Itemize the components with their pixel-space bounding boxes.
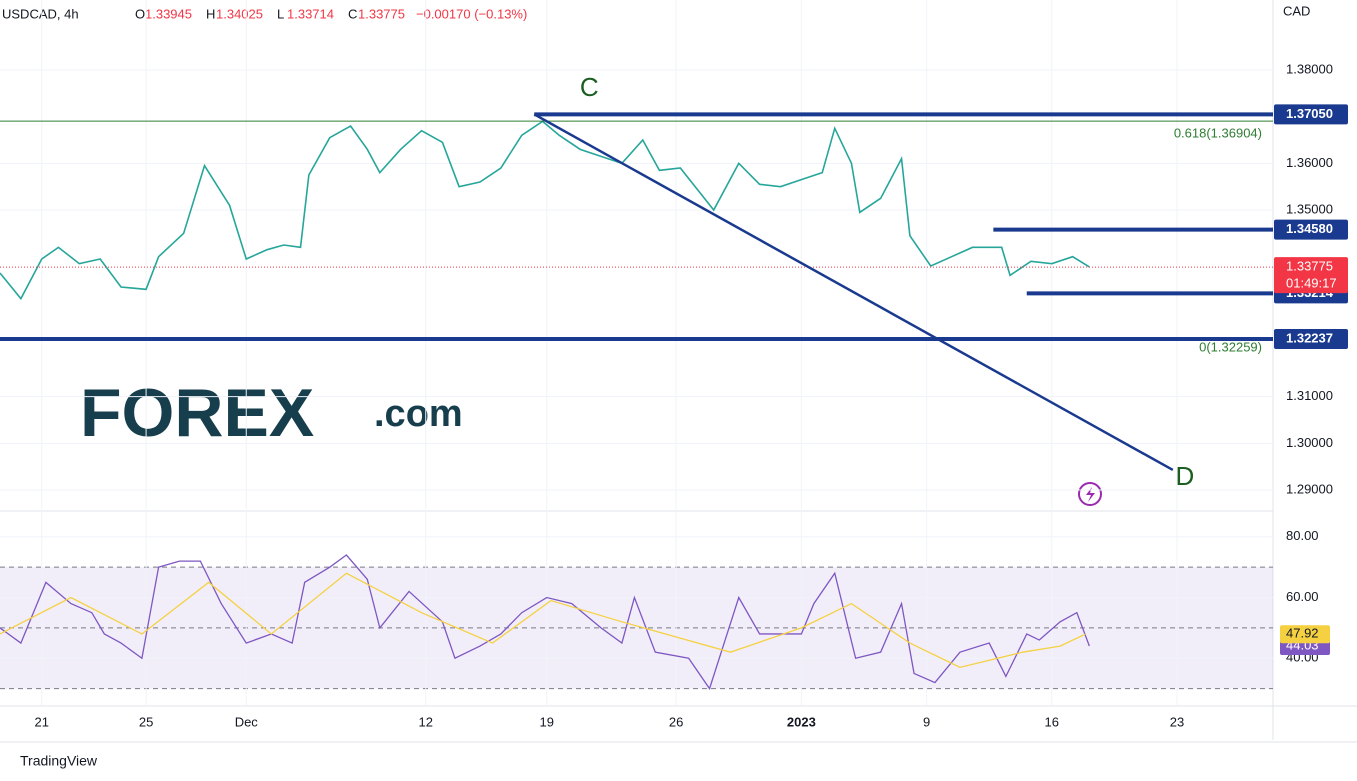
logo: FOREX .com (80, 375, 463, 451)
price-line (0, 120, 1090, 301)
last-price-badge (1274, 257, 1348, 294)
lightning-icon[interactable] (1078, 482, 1102, 506)
rsi-tick-label: 80.00 (1286, 528, 1319, 543)
logo-suffix: .com (374, 393, 463, 435)
ohlc-value: 1.34025 (216, 6, 263, 21)
last-price-label: 1.33775 (1286, 259, 1333, 274)
currency: CAD (1283, 3, 1310, 18)
icon-circle[interactable] (1078, 482, 1102, 506)
rsi-line (0, 554, 1090, 691)
level-label: 1.32237 (1286, 330, 1333, 345)
level-badge (1274, 219, 1348, 240)
logo-main: FOREX (80, 375, 314, 451)
level-label: 1.37050 (1286, 106, 1333, 121)
ohlc-value: 1.33775 (358, 6, 405, 21)
x-tick-label: 21 (35, 714, 49, 729)
x-tick-label: 26 (669, 714, 683, 729)
symbol: USDCAD, 4h (2, 6, 79, 21)
rsi-tick-label: 60.00 (1286, 589, 1319, 604)
trendline (533, 113, 1174, 472)
x-tick-label: 2023 (787, 714, 816, 729)
rsi-badge (1280, 625, 1330, 644)
ohlc-change: −0.00170 (−0.13%) (416, 6, 527, 21)
x-tick-label: 25 (139, 714, 153, 729)
fib-label: 0(1.32259) (1199, 339, 1262, 354)
rsi-band (0, 567, 1273, 689)
ohlc-key: L (277, 6, 284, 21)
level-badge (1274, 328, 1348, 349)
last-price-timer: 01:49:17 (1286, 276, 1337, 291)
level-label: 1.34580 (1286, 221, 1333, 236)
y-tick-label: 1.36000 (1286, 155, 1333, 170)
x-tick-label: 16 (1045, 714, 1059, 729)
x-tick-label: 23 (1170, 714, 1184, 729)
y-tick-label: 1.29000 (1286, 481, 1333, 496)
level-badge (1274, 104, 1348, 125)
y-tick-label: 1.31000 (1286, 388, 1333, 403)
rsi-badge-label: 47.92 (1286, 626, 1319, 641)
header: USDCAD, 4h CAD (2, 3, 1310, 21)
ohlc-value: 1.33945 (145, 6, 192, 21)
icon-bolt[interactable] (1086, 487, 1095, 502)
fib-label: 0.618(1.36904) (1174, 126, 1262, 141)
footer-brand: TradingView (20, 753, 98, 769)
y-tick-label: 1.38000 (1286, 61, 1333, 76)
y-tick-label: 1.30000 (1286, 435, 1333, 450)
ohlc-value: 1.33714 (287, 6, 334, 21)
x-tick-label: 19 (540, 714, 554, 729)
rsi-ma-line (0, 572, 1086, 669)
trendline-label: C (580, 72, 599, 102)
x-tick-label: 9 (923, 714, 930, 729)
ohlc-key: O (135, 6, 145, 21)
ohlc-key: C (348, 6, 357, 21)
x-tick-label: 12 (418, 714, 432, 729)
y-tick-label: 1.35000 (1286, 201, 1333, 216)
ohlc-key: H (206, 6, 215, 21)
trendline-label: D (1175, 461, 1194, 491)
x-tick-label: Dec (235, 714, 259, 729)
